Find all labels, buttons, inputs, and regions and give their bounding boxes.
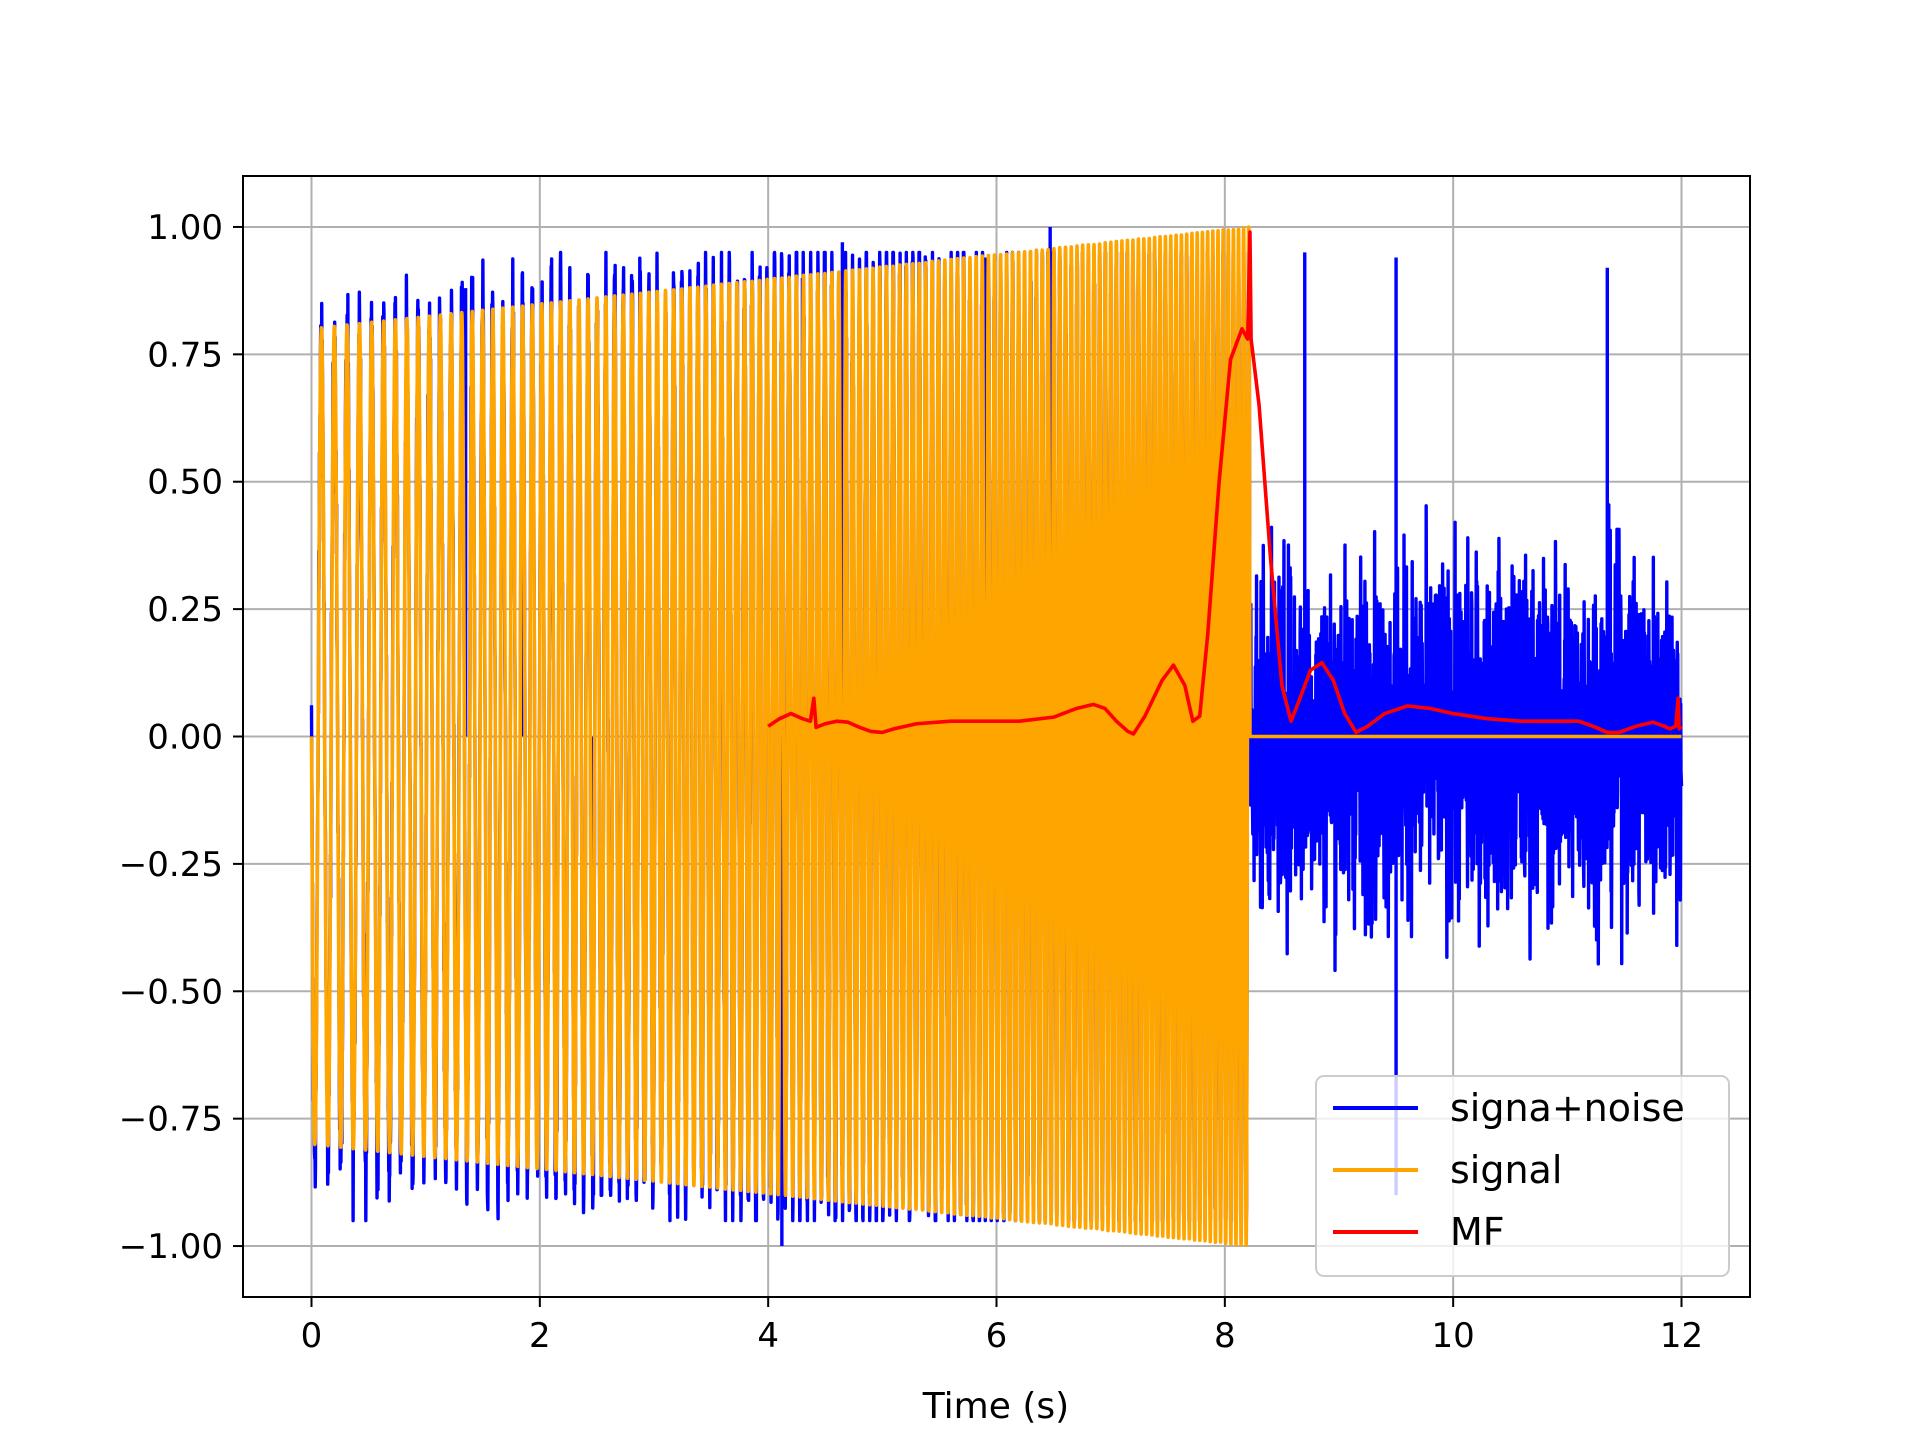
x-tick-label: 10 <box>1432 1316 1475 1356</box>
legend: signa+noise signal MF <box>1315 1075 1730 1277</box>
y-tick-label: −0.50 <box>119 972 223 1012</box>
series <box>309 225 1684 1247</box>
series-line-mf <box>767 230 1683 736</box>
y-axis: 1.00 0.75 0.50 0.25 0.00 −0.25 −0.50 −0.75 −1.00 <box>119 208 243 1267</box>
y-tick-label: 0.75 <box>147 335 223 375</box>
legend-label-signa-noise: signa+noise <box>1450 1086 1685 1130</box>
legend-label-mf: MF <box>1450 1210 1505 1254</box>
x-tick-label: 6 <box>986 1316 1008 1356</box>
x-tick-label: 12 <box>1660 1316 1703 1356</box>
y-tick-label: 0.50 <box>147 463 223 503</box>
series-line-signal <box>309 225 1682 1247</box>
legend-label-signal: signal <box>1450 1148 1562 1192</box>
x-axis: 0 2 4 6 8 10 12 <box>301 1297 1703 1356</box>
y-tick-label: 1.00 <box>147 208 223 248</box>
y-tick-label: 0.25 <box>147 590 223 630</box>
y-tick-label: −1.00 <box>119 1227 223 1267</box>
y-tick-label: 0.00 <box>147 718 223 758</box>
x-tick-label: 8 <box>1214 1316 1236 1356</box>
y-tick-label: −0.25 <box>119 845 223 885</box>
y-tick-label: −0.75 <box>119 1100 223 1140</box>
x-tick-label: 4 <box>757 1316 779 1356</box>
x-tick-label: 0 <box>301 1316 323 1356</box>
x-tick-label: 2 <box>529 1316 551 1356</box>
legend-frame <box>1315 1075 1730 1277</box>
x-axis-label: Time (s) <box>922 1386 1069 1427</box>
